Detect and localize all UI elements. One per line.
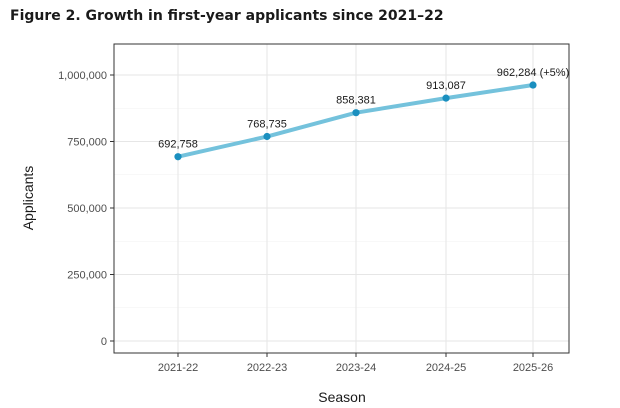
y-tick-label: 0 bbox=[101, 336, 107, 348]
series-layer: 692,758 768,735 858,381 913,087 962,284 (+5%… bbox=[158, 67, 569, 161]
data-point bbox=[529, 81, 537, 89]
axes-layer: 0 250,000 500,000 750,000 1,000,000 2021-22 20… bbox=[58, 43, 570, 374]
x-tick-label: 2022-23 bbox=[247, 362, 287, 374]
x-axis-title: Season bbox=[318, 389, 365, 405]
data-label: 858,381 bbox=[336, 95, 376, 107]
plot-panel bbox=[114, 44, 569, 353]
chart-title: Figure 2. Growth in first-year applicant… bbox=[10, 8, 444, 24]
data-point bbox=[174, 153, 182, 161]
data-point bbox=[352, 109, 360, 117]
data-point bbox=[263, 132, 271, 141]
x-tick-label: 2021-22 bbox=[158, 362, 198, 374]
plot-frame bbox=[113, 43, 570, 354]
grid-layer bbox=[114, 44, 569, 353]
x-tick-label: 2023-24 bbox=[336, 362, 376, 374]
y-axis-title: Applicants bbox=[20, 166, 36, 231]
data-label: 692,758 bbox=[158, 139, 198, 151]
data-label: 768,735 bbox=[247, 119, 287, 131]
y-tick-label: 250,000 bbox=[67, 270, 107, 282]
y-tick-label: 1,000,000 bbox=[58, 70, 107, 82]
data-label: 913,087 bbox=[426, 80, 466, 92]
data-label: 962,284 (+5%) bbox=[497, 67, 569, 79]
x-tick-label: 2024-25 bbox=[426, 362, 466, 374]
y-tick-label: 750,000 bbox=[67, 137, 107, 149]
x-tick-label: 2025-26 bbox=[513, 362, 553, 374]
data-point bbox=[442, 94, 450, 102]
y-tick-label: 500,000 bbox=[67, 203, 107, 215]
